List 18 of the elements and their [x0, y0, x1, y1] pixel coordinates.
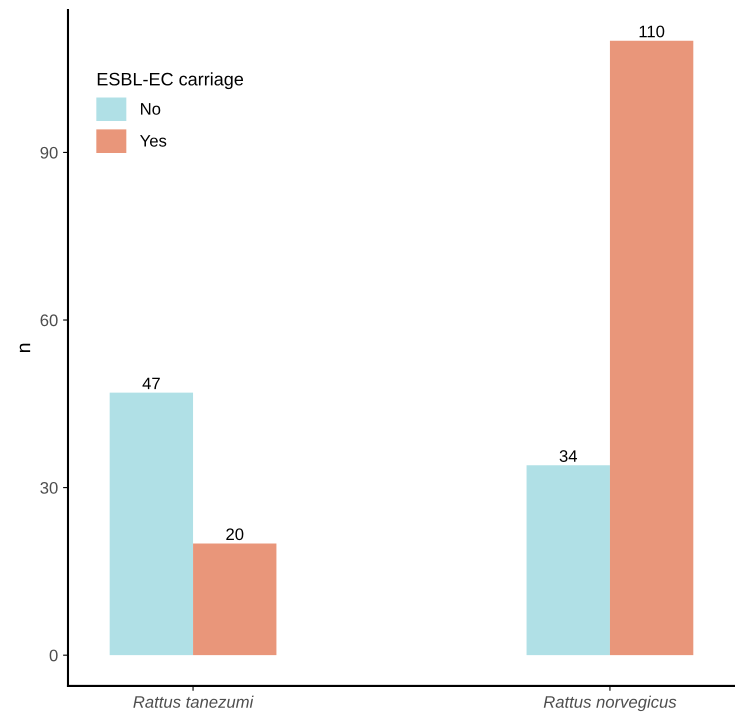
data-label: 47 [142, 378, 160, 390]
legend-label: Yes [140, 135, 166, 147]
y-tick-label: 0 [50, 650, 58, 662]
x-tick-label: Rattus tanezumi [133, 696, 254, 708]
y-tick-label: 90 [40, 146, 58, 159]
data-label: 110 [640, 26, 664, 38]
bar [110, 392, 194, 656]
y-axis-title: n [20, 344, 30, 352]
data-label: 20 [226, 528, 244, 540]
bar [526, 465, 610, 656]
bar [193, 543, 276, 656]
y-tick-label: 30 [40, 482, 58, 494]
y-tick-label: 60 [40, 314, 58, 326]
legend-label: No [141, 103, 160, 115]
x-tick-label: Rattus norvegicus [544, 696, 676, 712]
data-label: 34 [560, 450, 578, 462]
legend-title: ESBL-EC carriage [98, 72, 244, 90]
bar [610, 40, 694, 656]
